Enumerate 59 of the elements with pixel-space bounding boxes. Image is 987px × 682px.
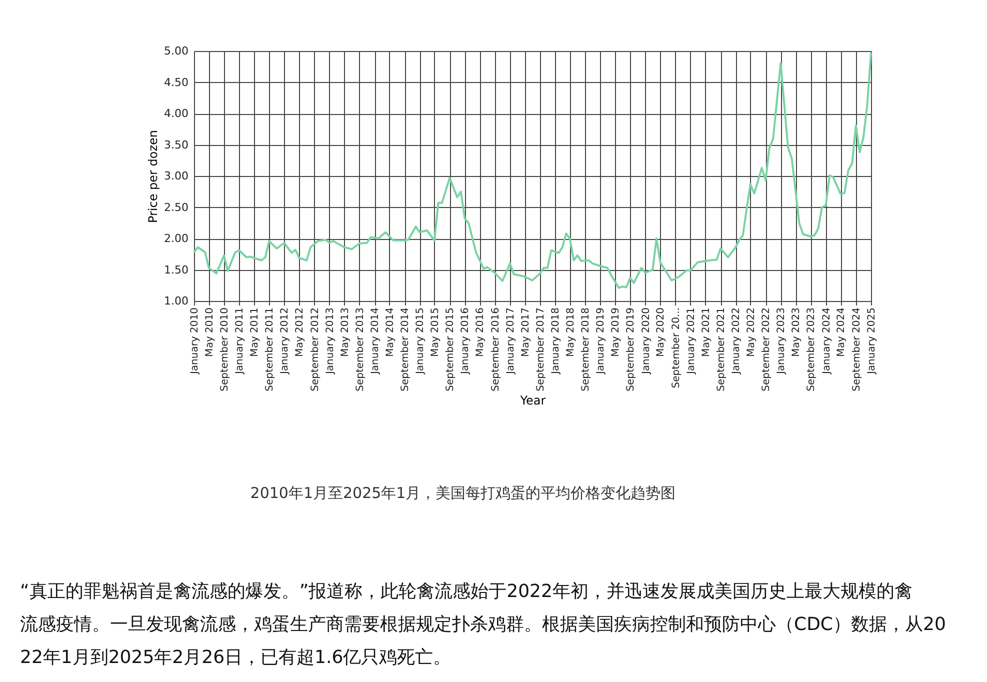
x-tick-label: September 2014 — [400, 308, 412, 392]
x-tick-label: September 2023 — [806, 308, 818, 392]
x-tick-label: May 2021 — [700, 308, 712, 357]
x-tick-label: January 2012 — [280, 308, 291, 376]
x-tick-label: May 2011 — [249, 308, 260, 357]
y-tick-label: 4.00 — [164, 107, 188, 120]
x-tick-label: September 20... — [670, 308, 682, 388]
x-tick-label: January 2014 — [370, 308, 382, 376]
x-tick-label: January 2010 — [190, 308, 200, 376]
x-tick-label: September 2017 — [535, 308, 546, 392]
y-tick-label: 1.00 — [164, 294, 188, 308]
y-tick-label: 4.50 — [164, 76, 188, 89]
x-tick-label: May 2018 — [565, 308, 576, 357]
x-tick-label: September 2011 — [264, 308, 276, 392]
y-tick-label: 2.50 — [164, 200, 188, 214]
x-tick-label: January 2023 — [776, 308, 788, 376]
x-tick-label: May 2017 — [520, 308, 532, 357]
x-tick-label: January 2016 — [460, 308, 472, 376]
x-tick-label: September 2022 — [761, 308, 772, 392]
x-tick-label: May 2013 — [340, 308, 351, 357]
y-tick-label: 2.00 — [164, 232, 188, 245]
x-tick-label: September 2015 — [445, 308, 456, 392]
x-tick-label: May 2022 — [746, 308, 757, 357]
text: “真正的罪魁祸首是禽流感的爆发。”报道称，此轮禽流感始于2022年初，并迅速发展成美国历史上最大规模的禽流感疫情。一旦发现禽流感，鸡蛋生产商需要根据规定扑杀鸡群。根据美国疾病控制和预防中心（CDC）数据，从2022年1月到2025年2月26日，已有超1.6亿只鸡死亡。 — [20, 581, 946, 668]
x-tick-label: May 2024 — [836, 308, 848, 357]
x-tick-label: September 2021 — [716, 308, 727, 392]
x-tick-label: May 2020 — [656, 308, 667, 357]
x-tick-label: September 2019 — [626, 308, 637, 392]
x-tick-label: May 2023 — [791, 308, 802, 357]
x-tick-label: September 2016 — [490, 308, 502, 392]
y-tick-label: 3.00 — [164, 170, 188, 182]
x-tick-label: January 2018 — [550, 308, 562, 376]
x-tick-label: May 2016 — [475, 308, 486, 357]
x-tick-label: January 2021 — [686, 308, 697, 376]
x-tick-label: September 2018 — [580, 308, 592, 392]
y-tick-label: 3.50 — [164, 138, 188, 152]
y-tick-label: 5.00 — [164, 44, 188, 58]
x-tick-label: January 2019 — [596, 308, 607, 376]
x-tick-label: January 2013 — [324, 308, 336, 376]
x-tick-label: September 2013 — [354, 308, 366, 392]
x-tick-label: September 2024 — [851, 308, 862, 392]
x-tick-label: May 2012 — [294, 308, 306, 357]
y-tick-label: 1.50 — [164, 263, 188, 276]
x-tick-label: January 2020 — [640, 308, 652, 376]
x-tick-label: January 2024 — [821, 308, 832, 376]
x-tick-label: January 2025 — [866, 308, 878, 376]
x-tick-label: January 2011 — [234, 308, 246, 376]
y-axis-title: Price per dozen — [146, 130, 160, 224]
x-tick-label: September 2010 — [220, 308, 231, 392]
x-tick-label: January 2015 — [415, 308, 426, 376]
x-tick-label: May 2014 — [384, 308, 396, 357]
x-tick-label: May 2010 — [204, 308, 216, 357]
x-tick-label: May 2019 — [610, 308, 622, 357]
x-tick-label: September 2012 — [310, 308, 321, 392]
x-tick-label: May 2015 — [430, 308, 441, 357]
x-tick-label: January 2017 — [505, 308, 516, 376]
text: 2010年1月至2025年1月，美国每打鸡蛋的平均价格变化趋势图 — [250, 484, 676, 502]
x-axis-title: Year — [519, 393, 546, 408]
x-tick-label: January 2022 — [731, 308, 742, 376]
